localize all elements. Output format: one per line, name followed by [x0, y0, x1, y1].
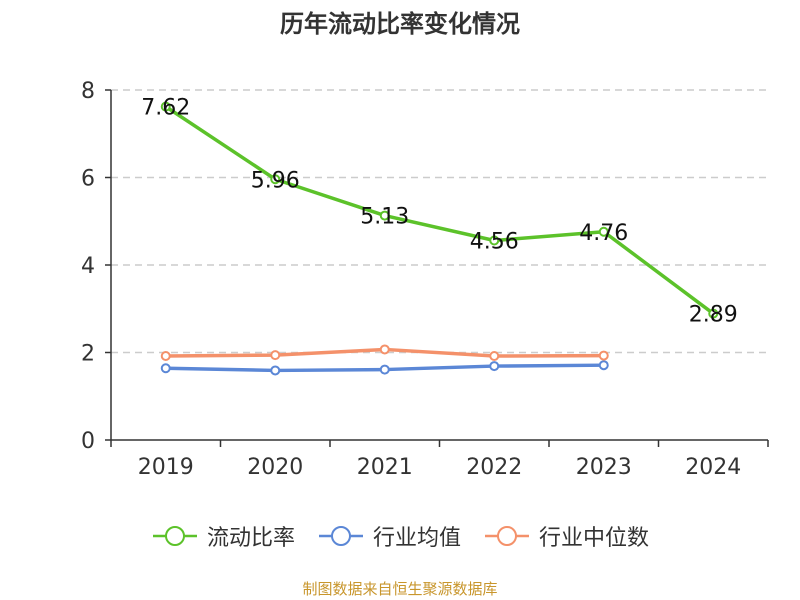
data-point-current-ratio-2021 — [379, 210, 390, 221]
data-label-current-ratio-2019: 7.62 — [141, 96, 190, 121]
legend-label-industry-mean: 行业均值 — [372, 526, 461, 551]
legend-marker-industry-mean — [318, 526, 363, 546]
legend: 流动比率 行业均值 行业中位数 — [0, 520, 800, 552]
data-point-current-ratio-2024 — [708, 308, 719, 319]
chart-title: 历年流动比率变化情况 — [280, 10, 520, 38]
legend-label-current-ratio: 流动比率 — [206, 526, 295, 551]
series-line-current-ratio — [164, 105, 715, 315]
y-tick-label-8: 8 — [81, 79, 95, 104]
data-point-current-ratio-2022 — [489, 235, 500, 246]
data-point-industry-mean-2020 — [270, 365, 281, 376]
legend-item-industry-mean[interactable]: 行业均值 — [317, 520, 461, 552]
y-tick-label-6: 6 — [81, 167, 95, 192]
data-label-current-ratio-2024: 2.89 — [689, 303, 738, 328]
data-point-industry-median-2020 — [270, 350, 281, 361]
y-tick-label-0: 0 — [81, 429, 95, 454]
x-tick-label-2024: 2024 — [685, 455, 741, 480]
x-tick-label-2023: 2023 — [576, 455, 632, 480]
data-label-current-ratio-2023: 4.76 — [579, 221, 628, 246]
x-tick-label-2019: 2019 — [138, 455, 194, 480]
legend-marker-industry-median — [485, 526, 529, 546]
data-point-industry-median-2023 — [598, 350, 609, 361]
data-point-industry-mean-2023 — [598, 360, 609, 371]
data-label-current-ratio-2020: 5.96 — [251, 168, 300, 193]
y-tick-label-4: 4 — [81, 254, 95, 279]
data-point-industry-median-2021 — [379, 344, 390, 355]
legend-label-industry-median: 行业中位数 — [539, 526, 650, 551]
legend-item-industry-median[interactable]: 行业中位数 — [483, 520, 649, 552]
data-point-industry-mean-2022 — [489, 361, 500, 372]
data-point-industry-mean-2019 — [160, 363, 171, 374]
data-point-industry-median-2022 — [489, 351, 500, 361]
data-label-current-ratio-2022: 4.56 — [470, 230, 519, 255]
data-point-industry-median-2019 — [160, 351, 171, 361]
x-tick-label-2020: 2020 — [247, 455, 303, 480]
legend-item-current-ratio[interactable]: 流动比率 — [151, 520, 295, 552]
data-label-current-ratio-2021: 5.13 — [360, 205, 409, 230]
y-tick-label-2: 2 — [81, 342, 95, 367]
legend-marker-current-ratio — [152, 526, 197, 546]
x-tick-label-2021: 2021 — [357, 455, 413, 480]
data-point-current-ratio-2020 — [270, 174, 281, 185]
data-point-industry-mean-2021 — [379, 364, 390, 375]
data-point-current-ratio-2023 — [598, 226, 609, 237]
data-point-current-ratio-2019 — [160, 101, 171, 112]
data-source-note: 制图数据来自恒生聚源数据库 — [302, 580, 498, 598]
x-tick-label-2022: 2022 — [466, 455, 522, 480]
